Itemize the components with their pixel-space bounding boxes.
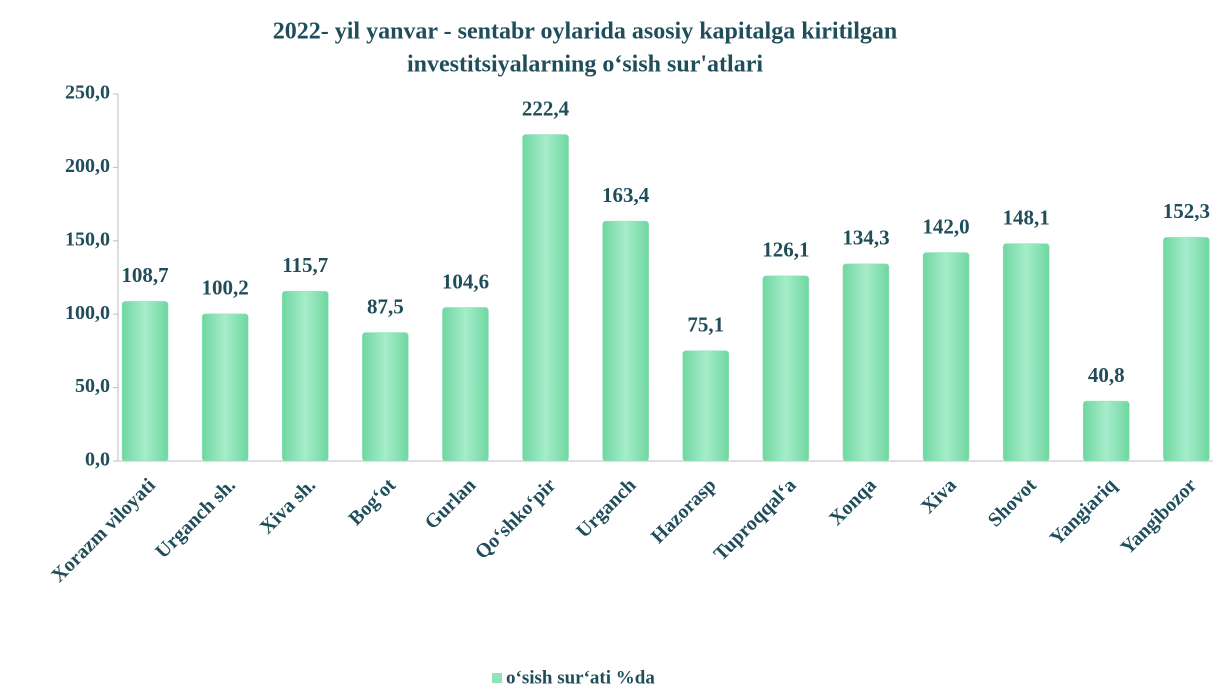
x-tick-label: Yangibozor	[1116, 474, 1201, 559]
x-tick-label: Qo‘shko‘pir	[471, 474, 561, 564]
data-label: 152,3	[1163, 199, 1210, 223]
data-label: 108,7	[121, 263, 168, 287]
x-tick-label: Xiva sh.	[256, 474, 320, 538]
x-tick-label: Tuproqqal‘a	[710, 474, 801, 565]
y-tick-label: 50,0	[75, 375, 110, 397]
bar	[522, 134, 569, 462]
data-label: 222,4	[522, 96, 570, 120]
data-label: 163,4	[602, 183, 650, 207]
x-tick-label: Urganch	[572, 474, 640, 542]
data-label: 142,0	[922, 214, 969, 238]
bar	[922, 252, 970, 462]
bar	[682, 350, 729, 462]
data-label: 115,7	[282, 253, 328, 277]
data-label: 100,2	[202, 276, 249, 300]
data-label: 134,3	[842, 226, 889, 250]
bar	[282, 290, 329, 462]
y-tick-label: 150,0	[65, 228, 110, 250]
data-label: 75,1	[687, 313, 724, 337]
bar	[362, 332, 409, 462]
data-label: 126,1	[762, 238, 809, 262]
x-tick-label: Shovot	[984, 474, 1041, 531]
data-label: 104,6	[442, 269, 489, 293]
legend-label: o‘sish sur‘ati %da	[506, 667, 655, 688]
y-tick-label: 0,0	[85, 449, 110, 471]
data-label: 87,5	[367, 294, 404, 318]
bar	[602, 220, 649, 462]
bar	[201, 313, 249, 462]
x-tick-label: Bog‘ot	[345, 474, 401, 530]
bar	[842, 263, 890, 462]
x-tick-label: Urganch sh.	[151, 474, 240, 563]
y-tick-label: 100,0	[65, 302, 110, 324]
data-label: 40,8	[1088, 363, 1125, 387]
x-tick-label: Gurlan	[421, 474, 481, 534]
bar	[121, 301, 169, 462]
x-tick-label: Xonqa	[825, 474, 881, 530]
chart-title: 2022- yil yanvar - sentabr oylarida asos…	[273, 19, 898, 45]
y-tick-label: 250,0	[65, 82, 110, 104]
y-tick-label: 200,0	[65, 155, 110, 177]
bar	[1163, 237, 1210, 462]
x-tick-label: Hazorasp	[647, 474, 721, 548]
data-label: 148,1	[1003, 205, 1050, 229]
bar	[1083, 400, 1130, 462]
chart-title: investitsiyalarning o‘sish sur'atlari	[407, 52, 763, 78]
legend-swatch	[492, 673, 502, 683]
bar	[762, 275, 810, 462]
x-tick-label: Xiva	[917, 474, 961, 518]
x-tick-label: Xorazm viloyati	[47, 474, 160, 587]
bar	[442, 307, 489, 462]
bar	[1002, 243, 1050, 462]
x-tick-label: Yangiariq	[1046, 474, 1121, 549]
